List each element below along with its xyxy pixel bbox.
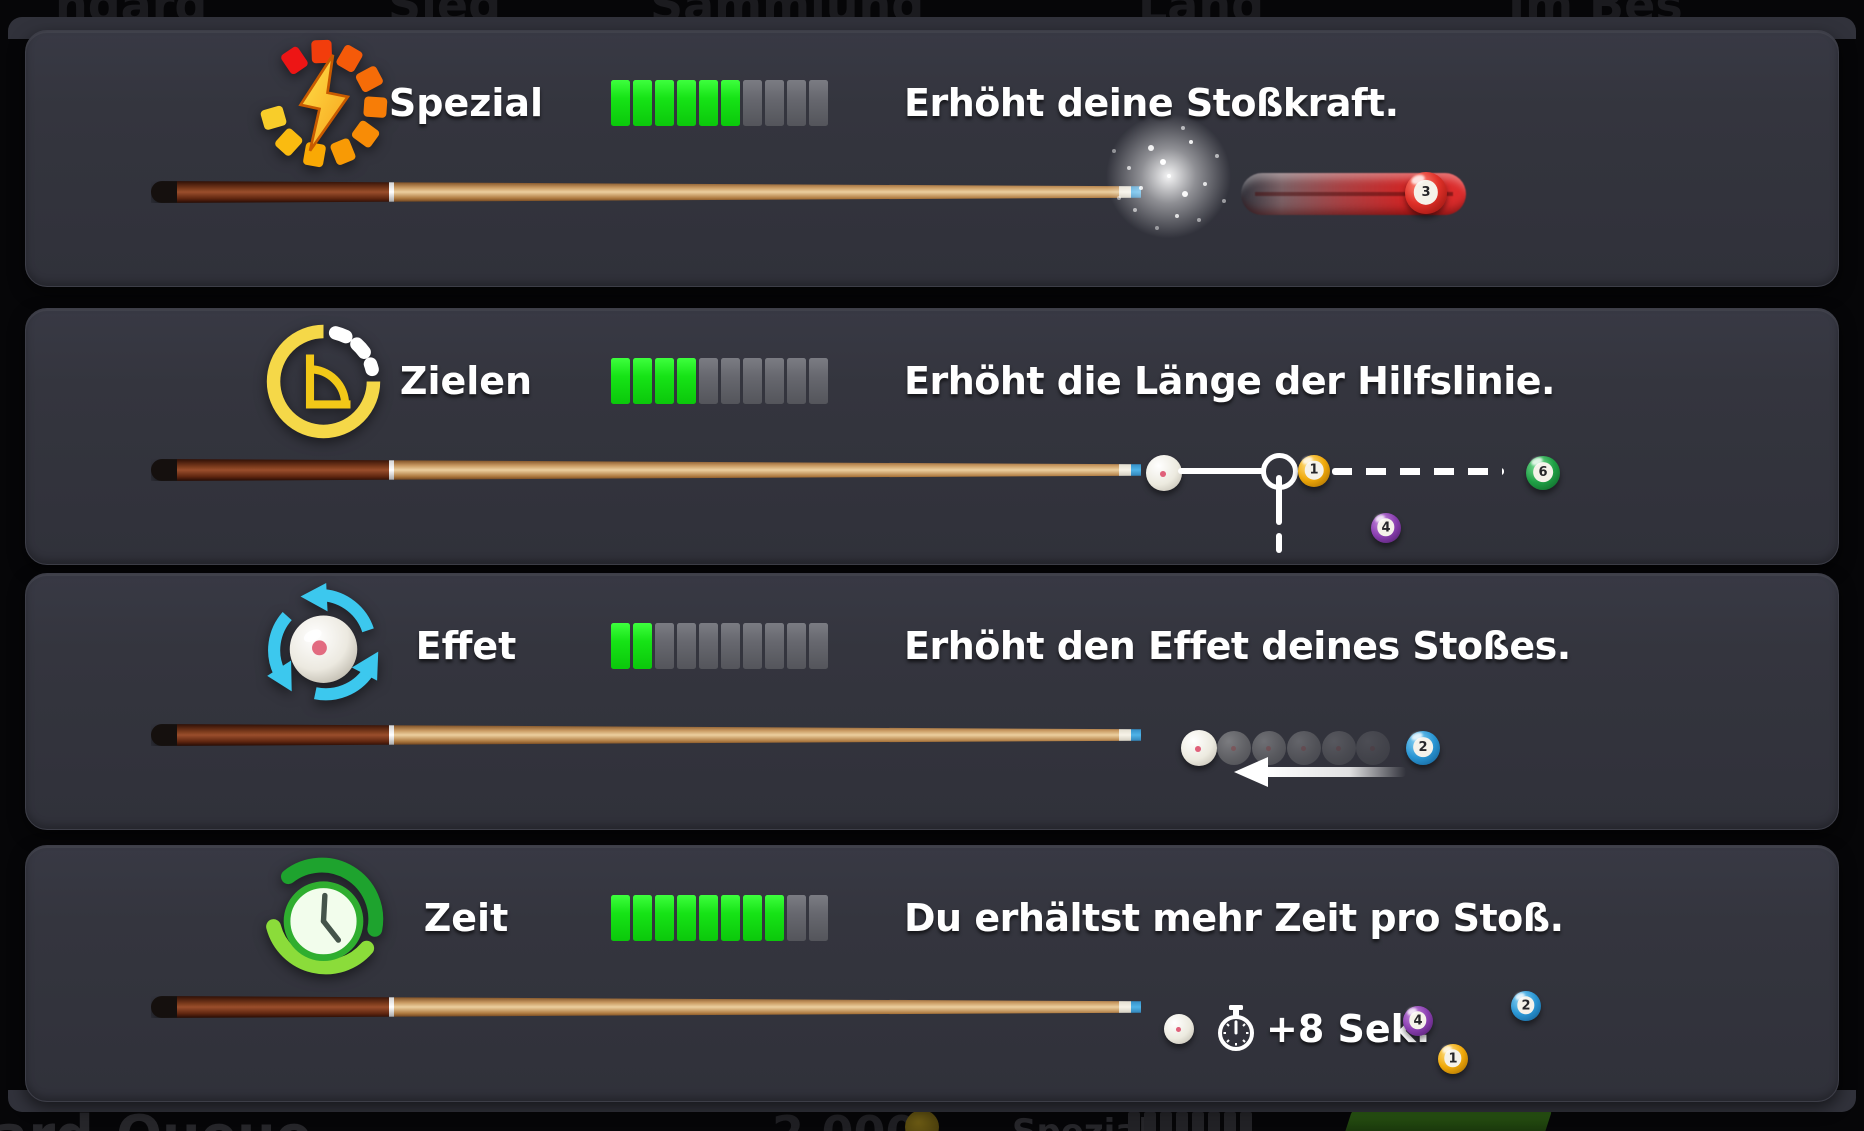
ghost-ball	[1287, 731, 1321, 765]
meter-segment	[655, 623, 674, 669]
meter-segment	[633, 623, 652, 669]
cue-shaft	[394, 181, 1119, 203]
cue-joint-ring	[389, 181, 394, 203]
ball-4: 4	[1371, 513, 1401, 543]
stat-label: Spezial	[388, 81, 544, 125]
power-gauge-icon	[256, 36, 391, 171]
coin-icon	[905, 1110, 939, 1131]
bg-text-fragment: Spezial	[1012, 1112, 1150, 1131]
meter-segment	[655, 895, 674, 941]
meter-segment	[611, 80, 630, 126]
aim-dashed-line	[1332, 468, 1504, 475]
stat-label: Effet	[415, 624, 517, 668]
meter-segment	[611, 358, 630, 404]
ball-1: 1	[1438, 1044, 1468, 1074]
meter-segment	[765, 623, 784, 669]
ball-3: 3	[1405, 172, 1447, 214]
meter-segment	[655, 358, 674, 404]
meter-segment	[633, 895, 652, 941]
meter-segment	[743, 358, 762, 404]
cue-stick	[151, 996, 1141, 1018]
cue-butt	[177, 181, 389, 203]
meter-segment	[743, 895, 762, 941]
bg-green-bar-fragment	[1343, 1110, 1553, 1131]
meter-segment	[809, 623, 828, 669]
aim-line	[1178, 468, 1264, 474]
stat-meter	[611, 895, 828, 941]
time-bonus-label: +8 Sek.	[1266, 1007, 1431, 1051]
meter-segment	[699, 358, 718, 404]
stat-label: Zielen	[399, 359, 533, 403]
ghost-ball	[1252, 731, 1286, 765]
stat-label: Zeit	[423, 896, 509, 940]
time-clock-icon	[256, 851, 391, 986]
spin-ball-icon	[256, 579, 391, 714]
meter-segment	[699, 80, 718, 126]
meter-segment	[677, 358, 696, 404]
meter-segment	[787, 623, 806, 669]
stat-panel-spezial[interactable]: Spezial Erhöht deine Stoßkraft. 3	[25, 30, 1839, 287]
meter-segment	[699, 895, 718, 941]
ball-1: 1	[1298, 455, 1330, 487]
ghost-ball	[1322, 731, 1356, 765]
stopwatch-icon	[1215, 1005, 1257, 1057]
stat-meter	[611, 623, 828, 669]
meter-segment	[633, 80, 652, 126]
meter-segment	[743, 80, 762, 126]
cue-stick	[151, 724, 1141, 746]
stat-panel-zielen[interactable]: Zielen Erhöht die Länge der Hilfslinie. …	[25, 308, 1839, 565]
cue-stick	[151, 181, 1141, 203]
meter-segment	[765, 358, 784, 404]
stat-description: Du erhältst mehr Zeit pro Stoß.	[904, 896, 1564, 940]
impact-spark	[1101, 114, 1236, 238]
meter-segment	[743, 623, 762, 669]
aim-line-vertical	[1276, 475, 1282, 525]
ball-4: 4	[1403, 1006, 1433, 1036]
meter-segment	[809, 358, 828, 404]
meter-segment	[677, 80, 696, 126]
meter-segment	[809, 80, 828, 126]
stat-meter	[611, 358, 828, 404]
cue-ball	[1146, 455, 1182, 491]
meter-segment	[677, 895, 696, 941]
meter-segment	[611, 895, 630, 941]
cue-bumper	[151, 181, 177, 203]
ball-2: 2	[1406, 731, 1440, 765]
meter-segment	[721, 358, 740, 404]
aim-line-vertical-dash	[1276, 533, 1282, 553]
ghost-ball	[1217, 731, 1251, 765]
meter-segment	[787, 80, 806, 126]
meter-segment	[787, 895, 806, 941]
meter-segment	[721, 80, 740, 126]
ball-6: 6	[1526, 456, 1560, 490]
stat-description: Erhöht die Länge der Hilfslinie.	[904, 359, 1555, 403]
meter-segment	[611, 623, 630, 669]
bg-meter-fragment	[1128, 1112, 1252, 1131]
meter-segment	[787, 358, 806, 404]
meter-segment	[655, 80, 674, 126]
stat-description: Erhöht den Effet deines Stoßes.	[904, 624, 1571, 668]
meter-segment	[633, 358, 652, 404]
meter-segment	[721, 895, 740, 941]
cue-ball	[1181, 730, 1217, 766]
ball-2: 2	[1511, 991, 1541, 1021]
meter-segment	[677, 623, 696, 669]
ghost-ball	[1356, 731, 1390, 765]
meter-segment	[809, 895, 828, 941]
aim-protractor-icon	[256, 314, 391, 449]
meter-segment	[721, 623, 740, 669]
cue-stick	[151, 459, 1141, 481]
meter-segment	[765, 80, 784, 126]
stat-meter	[611, 80, 828, 126]
stat-panel-zeit[interactable]: Zeit Du erhältst mehr Zeit pro Stoß. +8 …	[25, 845, 1839, 1102]
meter-segment	[699, 623, 718, 669]
backspin-arrow-icon	[1234, 756, 1406, 792]
meter-segment	[765, 895, 784, 941]
cue-ball	[1164, 1014, 1194, 1044]
stat-panel-effet[interactable]: Effet Erhöht den Effet deines Stoßes. 2	[25, 573, 1839, 830]
